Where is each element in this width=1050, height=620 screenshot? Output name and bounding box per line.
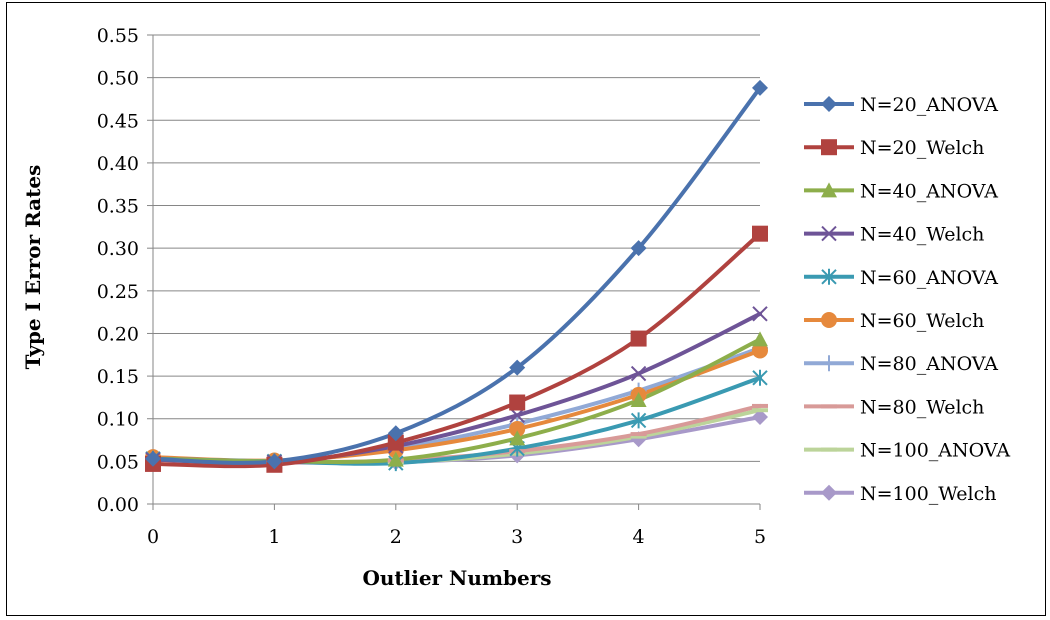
- y-tick-label: 0.35: [97, 196, 139, 218]
- legend-label: N=80_Welch: [860, 396, 984, 418]
- y-tick-labels: 0.00 0.05 0.10 0.15 0.20 0.25 0.30 0.35 0.40 0.45…: [97, 25, 139, 516]
- data-point-N=100_ANOVA-5: [752, 408, 768, 413]
- data-point-N=20_Welch-5: [752, 225, 768, 242]
- legend-label: N=20_ANOVA: [860, 94, 998, 116]
- data-point-N=40_ANOVA-2: [387, 451, 404, 467]
- data-point-N=80_Welch-5: [752, 403, 768, 408]
- y-tick-label: 0.55: [97, 25, 139, 47]
- x-tick-label: 5: [754, 526, 766, 548]
- legend-marker-N=100_ANOVA: [821, 447, 837, 452]
- data-point-N=20_ANOVA-1: [266, 453, 283, 470]
- data-point-N=40_ANOVA-4: [630, 391, 647, 407]
- data-point-N=60_Welch-3: [509, 420, 526, 437]
- y-tick-label: 0.45: [97, 110, 139, 132]
- data-point-N=20_ANOVA-4: [630, 240, 647, 257]
- y-tick-label: 0.25: [97, 281, 139, 303]
- data-point-N=60_ANOVA-4: [630, 412, 647, 429]
- y-tick-label: 0.00: [97, 494, 139, 516]
- legend-marker-N=60_Welch: [821, 312, 837, 328]
- data-point-N=100_ANOVA-4: [630, 434, 647, 439]
- y-tick-label: 0.15: [97, 366, 139, 388]
- y-tick-label: 0.20: [97, 323, 139, 345]
- data-point-N=100_Welch-5: [752, 409, 768, 426]
- data-point-N=40_Welch-3: [509, 407, 525, 424]
- data-point-N=60_ANOVA-5: [752, 369, 768, 386]
- legend-label: N=20_Welch: [860, 137, 984, 159]
- chart-frame: [6, 2, 1046, 616]
- data-point-N=20_ANOVA-3: [509, 359, 526, 376]
- x-tick-label: 1: [268, 526, 280, 548]
- data-point-N=20_Welch-3: [509, 394, 526, 411]
- data-point-N=80_Welch-4: [630, 432, 647, 437]
- x-tick-label: 0: [147, 526, 159, 548]
- data-point-N=20_ANOVA-0: [145, 450, 161, 467]
- series-line-N=20_Welch: [151, 231, 762, 469]
- legend-marker-N=100_Welch: [821, 484, 837, 501]
- legend-marker-N=40_ANOVA: [821, 182, 837, 198]
- x-tick-labels: 0 1 2 3 4 5: [147, 526, 766, 548]
- y-tick-label: 0.40: [97, 153, 139, 175]
- y-axis-title: Type I Error Rates: [21, 165, 45, 370]
- legend-marker-N=60_ANOVA: [821, 268, 837, 285]
- y-tick-label: 0.50: [97, 68, 139, 90]
- series-lines: [151, 85, 762, 469]
- legend: N=20_ANOVA N=20_Welch N=40_ANOVA N=40_Welch…: [804, 94, 1010, 505]
- data-point-N=40_Welch-5: [752, 306, 768, 322]
- legend-label: N=80_ANOVA: [860, 353, 998, 375]
- gridlines: [153, 34, 760, 462]
- x-tick-label: 4: [633, 526, 645, 548]
- data-point-N=20_ANOVA-5: [752, 79, 768, 96]
- data-point-N=60_Welch-5: [752, 342, 768, 359]
- x-axis-title: Outlier Numbers: [362, 566, 551, 590]
- data-point-N=20_Welch-2: [387, 434, 404, 451]
- legend-label: N=100_Welch: [860, 483, 997, 505]
- x-tick-label: 2: [390, 526, 402, 548]
- legend-marker-N=20_Welch: [821, 139, 837, 156]
- legend-marker-N=80_Welch: [821, 404, 837, 409]
- data-point-N=40_Welch-4: [630, 365, 647, 382]
- y-tick-label: 0.05: [97, 451, 139, 473]
- legend-marker-N=40_Welch: [821, 225, 837, 242]
- series-line-N=20_ANOVA: [151, 85, 762, 465]
- legend-label: N=60_Welch: [860, 310, 984, 332]
- legend-label: N=100_ANOVA: [860, 440, 1010, 462]
- x-tick-label: 3: [511, 526, 523, 548]
- y-tick-label: 0.10: [97, 409, 139, 431]
- data-point-N=40_ANOVA-5: [752, 331, 768, 347]
- data-point-N=40_ANOVA-3: [509, 430, 526, 446]
- legend-label: N=40_ANOVA: [860, 180, 998, 202]
- series-markers: [145, 79, 768, 473]
- data-point-N=20_Welch-4: [630, 330, 647, 347]
- legend-label: N=40_Welch: [860, 224, 984, 246]
- legend-marker-N=80_ANOVA: [821, 355, 837, 372]
- legend-label: N=60_ANOVA: [860, 267, 998, 289]
- axes: [147, 34, 761, 510]
- y-tick-label: 0.30: [97, 238, 139, 260]
- legend-marker-N=20_ANOVA: [821, 96, 837, 112]
- data-point-N=20_ANOVA-2: [387, 425, 404, 442]
